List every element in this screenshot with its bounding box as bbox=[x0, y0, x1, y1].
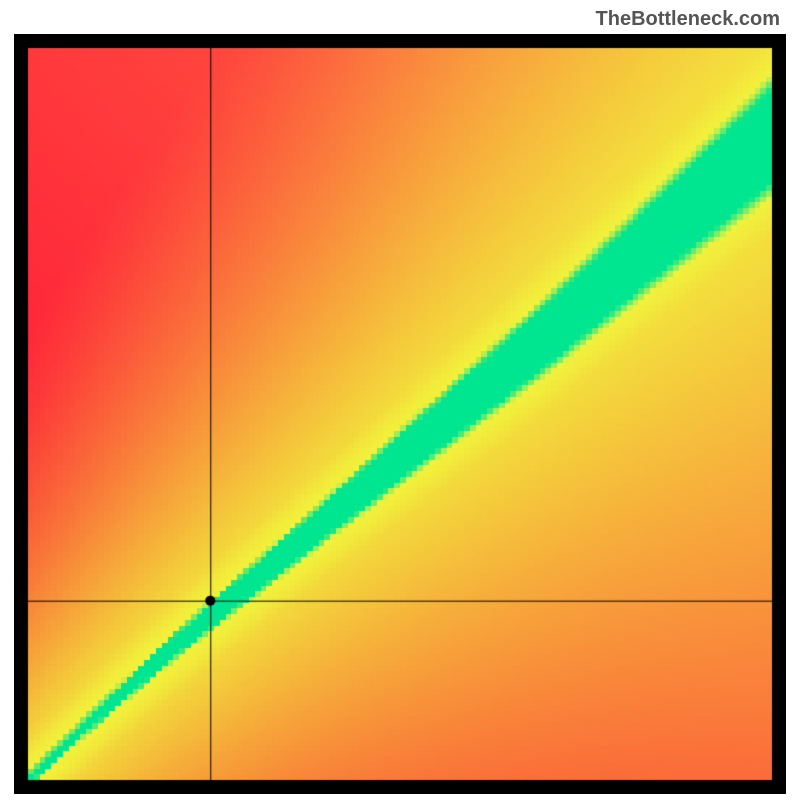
plot-area bbox=[14, 34, 786, 794]
chart-container: TheBottleneck.com bbox=[0, 0, 800, 800]
watermark-text: TheBottleneck.com bbox=[596, 8, 780, 31]
heatmap-canvas bbox=[14, 34, 786, 794]
